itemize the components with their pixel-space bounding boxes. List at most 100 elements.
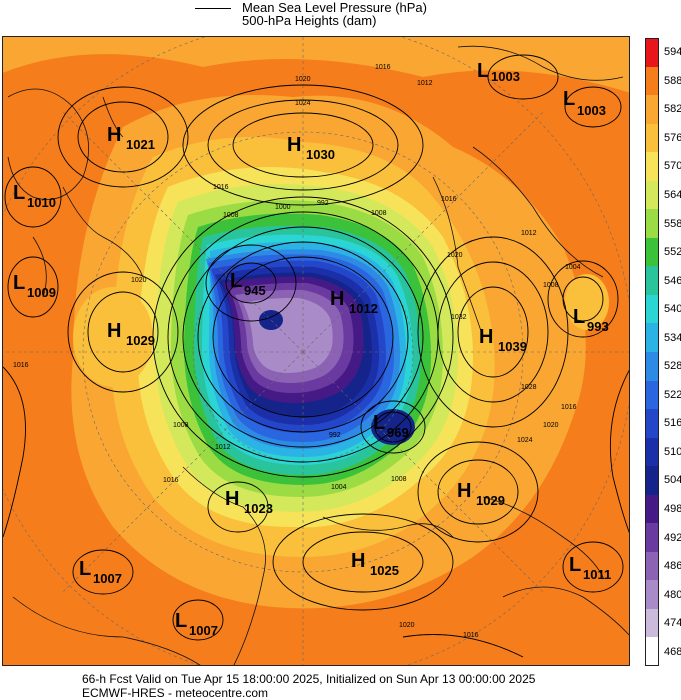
isobar-label: 1016 [213, 184, 229, 191]
colorbar-segment [645, 437, 659, 467]
centre-letter: H [479, 326, 493, 348]
centre-value: 1030 [306, 147, 335, 162]
centre-value: 1029 [126, 333, 155, 348]
legend: Mean Sea Level Pressure (hPa) 500-hPa He… [0, 0, 681, 36]
centre-value: 1003 [577, 103, 606, 118]
isobar-label: 1020 [543, 422, 559, 429]
isobar-label: 1000 [275, 204, 291, 211]
colorbar-tick-label: 468 [664, 645, 681, 658]
colorbar-segment [645, 380, 659, 410]
colorbar-segment [645, 466, 659, 496]
colorbar-tick-label: 582 [664, 103, 681, 116]
centre-value: 1009 [27, 285, 56, 300]
centre-letter: L [373, 412, 385, 434]
colorbar-segment [645, 323, 659, 353]
isobar-label: 1008 [391, 476, 407, 483]
isobar-label: 1016 [163, 477, 179, 484]
isobar-label: 1016 [463, 632, 479, 639]
colorbar-tick-label: 510 [664, 445, 681, 458]
colorbar-tick-label: 588 [664, 74, 681, 87]
centre-value: 1023 [244, 501, 273, 516]
height-582-north [3, 37, 629, 93]
centre-letter: L [563, 88, 575, 110]
colorbar-tick-label: 516 [664, 417, 681, 430]
isobar-label: 1016 [13, 362, 29, 369]
colorbar-segment [645, 123, 659, 153]
centre-value: 1029 [476, 493, 505, 508]
colorbar-segment [645, 551, 659, 581]
centre-letter: H [107, 124, 121, 146]
centre-value: 1012 [349, 301, 378, 316]
coastlines [7, 45, 629, 665]
isobar-legend-line [195, 8, 231, 9]
colorbar-segment [645, 180, 659, 210]
centre-letter: L [573, 306, 585, 328]
isobar-label: 1012 [521, 230, 537, 237]
colorbar-tick-label: 504 [664, 474, 681, 487]
colorbar-segment [645, 523, 659, 553]
centre-value: 1025 [370, 563, 399, 578]
centre-letter: L [477, 60, 489, 82]
colorbar-segment [645, 409, 659, 439]
height-low-se [371, 409, 415, 445]
colorbar-tick-label: 474 [664, 617, 681, 630]
colorbar-tick-label: 486 [664, 560, 681, 573]
centre-value: 1021 [126, 137, 155, 152]
isobar-label: 1016 [441, 196, 457, 203]
centre-letter: H [107, 320, 121, 342]
isobar-label: 1008 [543, 282, 559, 289]
centre-value: 1007 [189, 623, 218, 638]
colorbar-tick-label: 546 [664, 274, 681, 287]
centre-value: 1010 [27, 195, 56, 210]
centre-value: 1039 [498, 339, 527, 354]
isobar-label: 1012 [215, 444, 231, 451]
colorbar-tick-label: 564 [664, 189, 681, 201]
centre-value: 1011 [583, 567, 611, 582]
graticule [3, 37, 629, 665]
height-legend-label: 500-hPa Heights (dam) [242, 13, 377, 28]
centre-letter: L [175, 610, 187, 632]
isobar-label: 1028 [521, 384, 537, 391]
colorbar [645, 38, 659, 667]
isobar-label: 1016 [561, 404, 577, 411]
centre-value: 969 [387, 425, 409, 440]
centre-letter: L [230, 270, 242, 292]
centre-letter: L [569, 554, 581, 576]
centre-letter: H [225, 488, 239, 510]
pressure-centres: H 1030 H 1021 L 1010 L 1009 H 1029 L 100… [13, 60, 611, 638]
colorbar-tick-label: 480 [664, 588, 681, 601]
colorbar-segment [645, 352, 659, 382]
isobar-label: 1020 [447, 252, 463, 259]
centre-value: 1003 [491, 69, 520, 84]
isobar-label: 1008 [173, 422, 189, 429]
isobar-label: 1004 [331, 484, 347, 491]
colorbar-tick-label: 534 [664, 331, 681, 344]
centre-letter: L [13, 182, 25, 204]
isobar-label: 1004 [565, 264, 581, 271]
isobar-label: 1024 [517, 437, 533, 444]
valid-time-caption: 66-h Fcst Valid on Tue Apr 15 18:00:00 2… [82, 672, 536, 686]
isobar-label: 1012 [417, 80, 433, 87]
map-canvas: 1020 1024 1016 1012 1016 1008 1000 992 1… [3, 37, 629, 665]
centre-letter: H [351, 550, 365, 572]
colorbar-segment [645, 66, 659, 96]
colorbar-tick-label: 522 [664, 388, 681, 401]
isobar-label: 1016 [375, 64, 391, 71]
colorbar-segment [645, 209, 659, 239]
colorbar-tick-label: 492 [664, 531, 681, 544]
colorbar-segment [645, 237, 659, 267]
colorbar-segment [645, 580, 659, 610]
colorbar-tick-label: 498 [664, 503, 681, 515]
colorbar-segment [645, 152, 659, 182]
colorbar-segment [645, 294, 659, 324]
centre-letter: H [287, 134, 301, 156]
isobar-label: 1020 [131, 277, 147, 284]
colorbar-tick-label: 552 [664, 246, 681, 259]
colorbar-tick-label: 570 [664, 160, 681, 173]
colorbar-tick-label: 594 [664, 46, 681, 59]
centre-value: 1007 [93, 571, 122, 586]
isobar-label: 1008 [371, 210, 387, 217]
colorbar-segment [645, 637, 659, 667]
isobar-label: 1020 [399, 622, 415, 629]
colorbar-tick-label: 528 [664, 360, 681, 373]
